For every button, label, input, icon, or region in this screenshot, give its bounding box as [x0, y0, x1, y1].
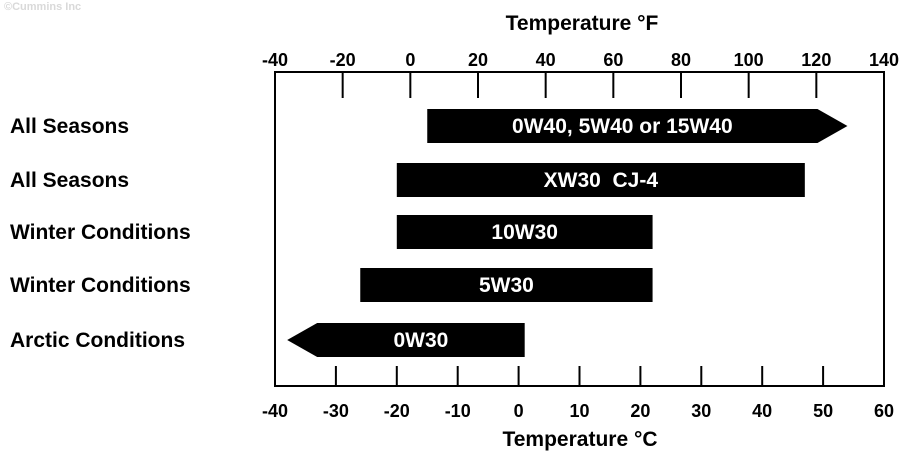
c-tick-label: -20: [384, 401, 410, 421]
viscosity-bar: [427, 109, 848, 143]
f-tick-label: -20: [330, 50, 356, 70]
f-tick-label: 80: [671, 50, 691, 70]
row-labels: All Seasons All Seasons Winter Conditions W…: [10, 115, 191, 352]
c-tick-label: 50: [813, 401, 833, 421]
viscosity-bar: [396, 163, 805, 197]
f-tick-label: 40: [536, 50, 556, 70]
top-axis-title: Temperature °F: [506, 12, 659, 35]
f-tick-label: 0: [405, 50, 415, 70]
f-tick-label: 60: [603, 50, 623, 70]
row-category-label: Arctic Conditions: [10, 329, 185, 352]
bar-oil-label: 0W30: [394, 329, 449, 352]
row-category-label: Winter Conditions: [10, 274, 191, 297]
viscosity-bar: [360, 268, 653, 302]
c-tick-label: 40: [752, 401, 772, 421]
c-tick-label: 60: [874, 401, 894, 421]
f-tick-label: 20: [468, 50, 488, 70]
row-category-label: Winter Conditions: [10, 221, 191, 244]
f-tick-label: 120: [801, 50, 831, 70]
c-tick-label: -30: [323, 401, 349, 421]
c-tick-label: -10: [445, 401, 471, 421]
f-tick-label: 100: [734, 50, 764, 70]
f-tick-label: -40: [262, 50, 288, 70]
c-tick-label: 30: [691, 401, 711, 421]
watermark: ©Cummins Inc: [4, 1, 81, 13]
bar-oil-label: 10W30: [491, 221, 558, 244]
viscosity-bar: [396, 215, 653, 249]
c-tick-label: 0: [514, 401, 524, 421]
c-tick-label: 20: [630, 401, 650, 421]
row-category-label: All Seasons: [10, 115, 129, 138]
viscosity-bars: 0W40, 5W40 or 15W40 XW30 CJ-4 10W30 5W30 0W3…: [287, 109, 848, 357]
viscosity-bar: [287, 323, 525, 357]
f-tick-label: 140: [869, 50, 899, 70]
bottom-axis-title: Temperature °C: [502, 428, 657, 451]
c-tick-label: 10: [569, 401, 589, 421]
top-axis-ticks: -40 -20 0 20 40 60 80 100 120 140: [262, 50, 899, 98]
row-category-label: All Seasons: [10, 169, 129, 192]
c-tick-label: -40: [262, 401, 288, 421]
bar-oil-label: 0W40, 5W40 or 15W40: [512, 115, 733, 138]
bottom-axis-ticks: -40 -30 -20 -10 0 10 20 30 40 50 60: [262, 366, 894, 421]
bar-oil-label: XW30 CJ-4: [544, 169, 659, 192]
bar-oil-label: 5W30: [479, 274, 534, 297]
